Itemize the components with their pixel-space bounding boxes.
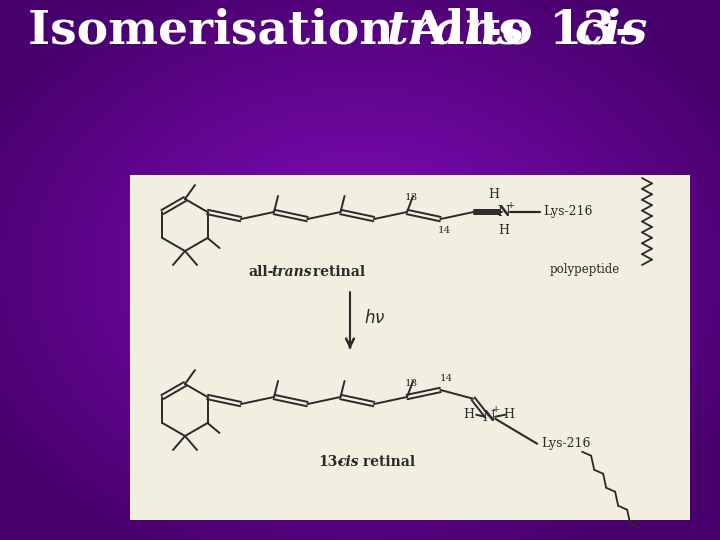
- Text: +: +: [492, 405, 500, 414]
- Text: $h\nu$: $h\nu$: [364, 309, 385, 327]
- Text: cis: cis: [574, 7, 647, 53]
- Text: Lys-216: Lys-216: [541, 437, 590, 450]
- Text: 13-: 13-: [318, 455, 343, 469]
- Text: H: H: [504, 408, 515, 421]
- Text: all-: all-: [248, 265, 274, 279]
- Text: Isomerisation All-: Isomerisation All-: [28, 7, 502, 53]
- Text: H: H: [464, 408, 474, 421]
- Text: N: N: [498, 205, 510, 219]
- Text: trans: trans: [387, 7, 526, 53]
- Text: retinal: retinal: [358, 455, 415, 469]
- Text: N: N: [483, 410, 495, 424]
- Text: Lys-216: Lys-216: [544, 206, 593, 219]
- Text: 13: 13: [405, 193, 418, 202]
- Text: H: H: [498, 224, 509, 237]
- Text: cis: cis: [338, 455, 359, 469]
- Text: polypeptide: polypeptide: [550, 264, 620, 276]
- Text: 14: 14: [438, 226, 451, 234]
- Text: H: H: [488, 187, 499, 200]
- Text: +: +: [506, 200, 515, 210]
- Text: to 13-: to 13-: [463, 7, 634, 53]
- Bar: [130, 175, 690, 520]
- Text: 14: 14: [440, 374, 453, 383]
- Text: 13: 13: [405, 379, 418, 388]
- Text: retinal: retinal: [308, 265, 365, 279]
- Text: trans: trans: [271, 265, 312, 279]
